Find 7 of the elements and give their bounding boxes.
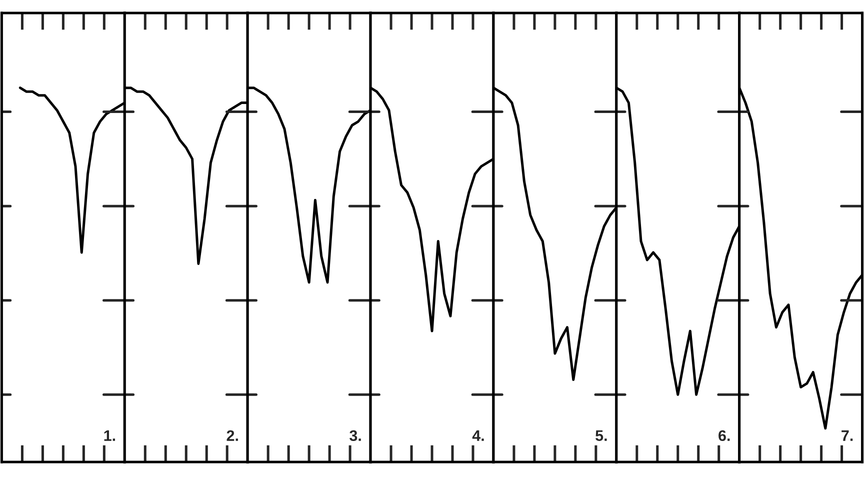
annotation: 1. [104, 430, 116, 441]
annotation: 4. [472, 430, 484, 441]
annotation: 6. [718, 430, 730, 442]
annotation: 5. [596, 430, 607, 442]
annotation: 3. [350, 430, 361, 442]
annotation: 7. [842, 430, 853, 441]
annotation: 2. [226, 430, 238, 441]
